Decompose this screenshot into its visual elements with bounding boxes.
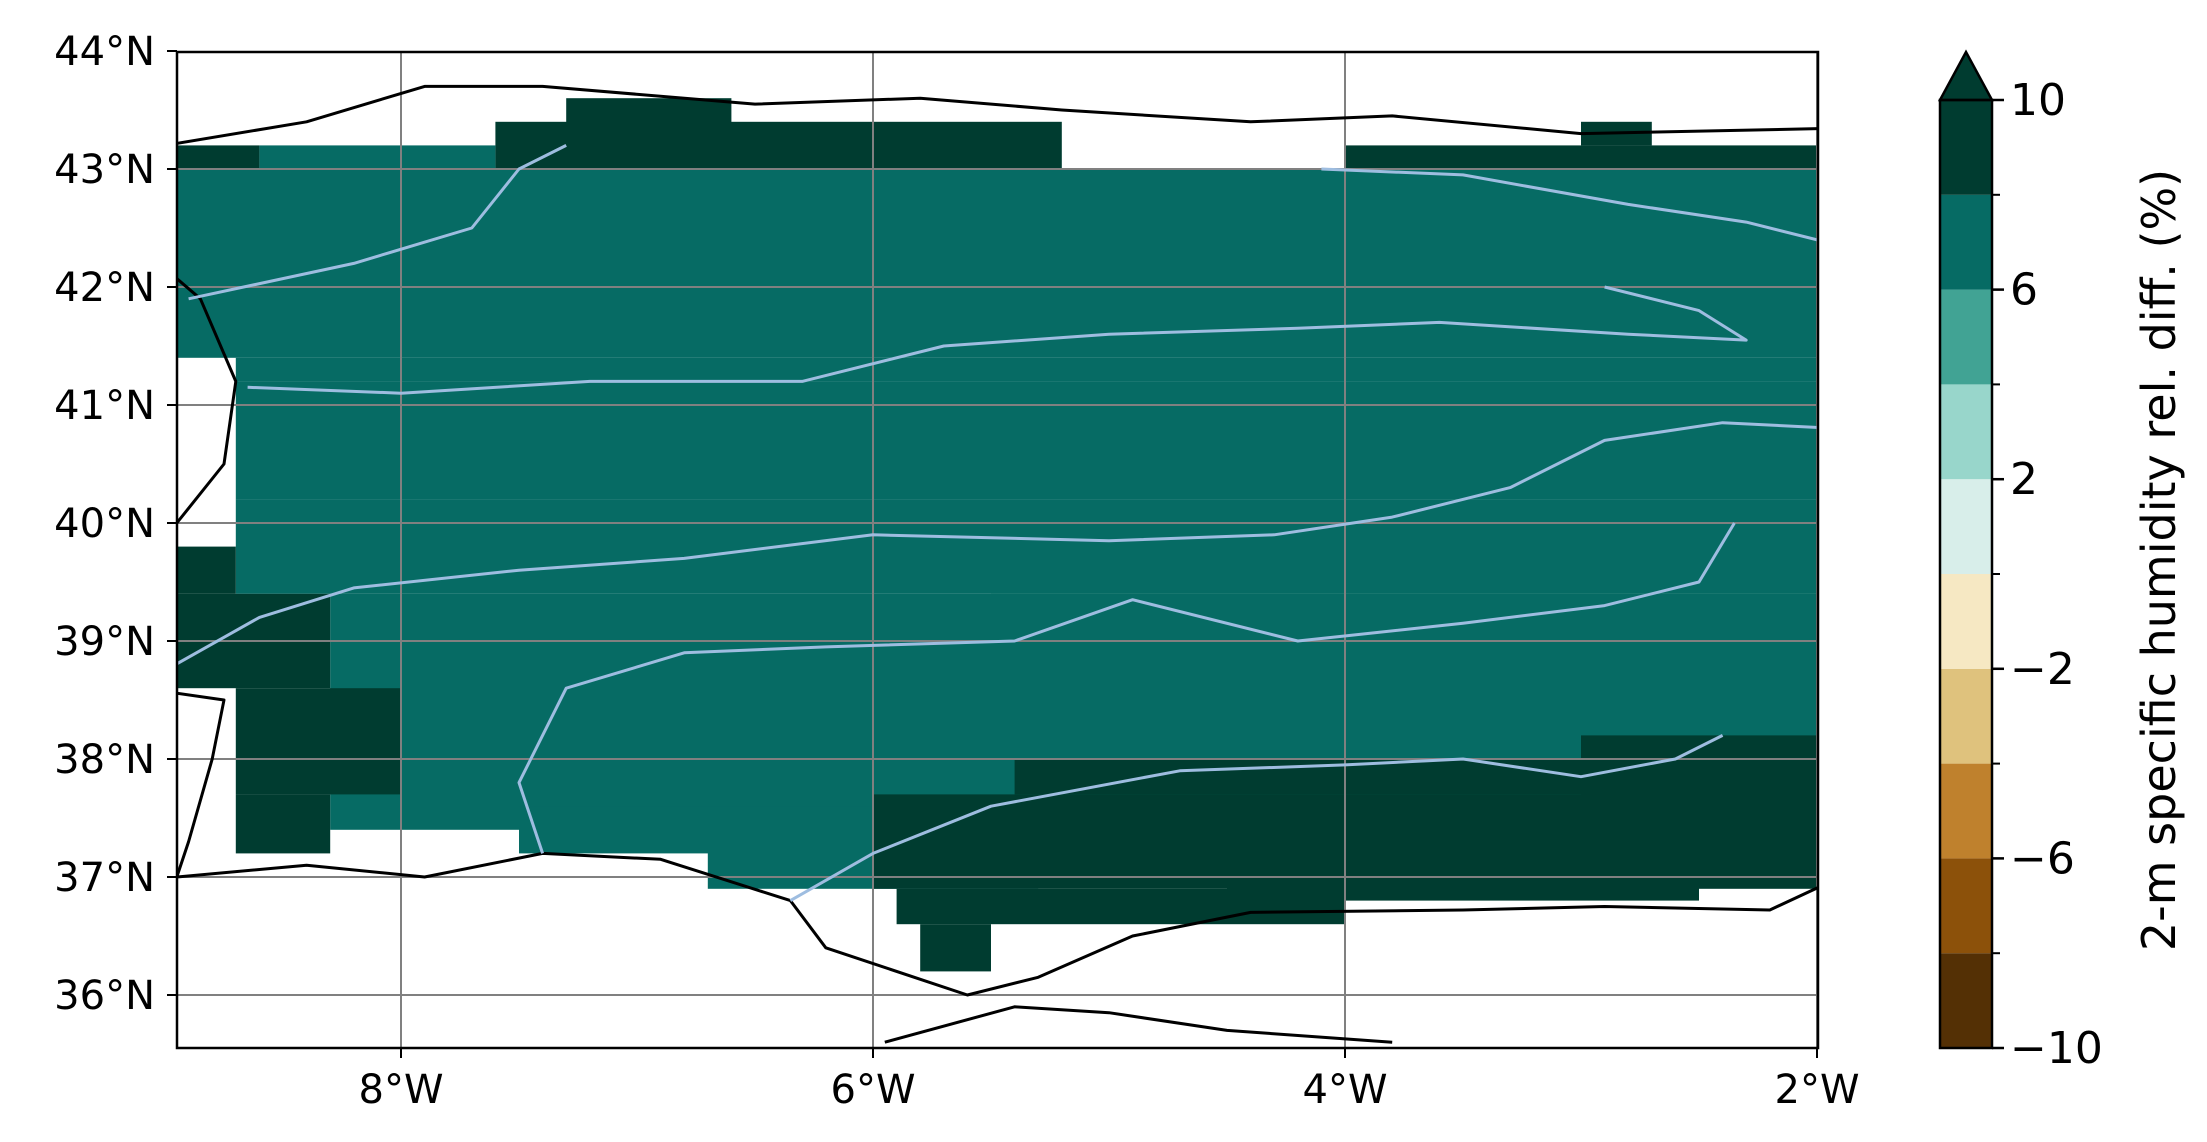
latitude-tick-label: 38°N	[54, 737, 155, 783]
iberia-coastline	[177, 84, 1818, 145]
colorbar-swatch	[1940, 384, 1992, 480]
field-cell	[235, 499, 1818, 594]
river-layer	[177, 144, 1818, 902]
colorbar-tick-label: 2	[2010, 454, 2038, 505]
latitude-tick-label: 41°N	[54, 383, 155, 429]
field-cell	[177, 145, 260, 169]
field-cell	[495, 121, 1062, 169]
colorbar-tick-label: −6	[2010, 833, 2075, 884]
latitude-tick-label: 43°N	[54, 147, 155, 193]
latitude-tick-label: 39°N	[54, 619, 155, 665]
map-panel: 8°W6°W4°W2°W0°2°E4°E 36°N37°N38°N39°N40°…	[54, 27, 2207, 1113]
humidity-field-layer	[177, 98, 2207, 972]
guadalquivir-river	[789, 734, 1724, 902]
field-cell	[259, 145, 496, 169]
field-cell	[1345, 145, 1817, 169]
colorbar-swatches	[1937, 49, 1995, 1050]
graticule	[177, 52, 1818, 1048]
latitude-tick-label: 42°N	[54, 265, 155, 311]
field-cell	[177, 169, 1818, 358]
field-cell	[235, 688, 401, 795]
colorbar-tick-label: 10	[2010, 75, 2066, 126]
field-cell	[920, 924, 991, 972]
colorbar: −10 −6 −2 2 6 10 2-m specific humidity rel. d…	[1937, 49, 2186, 1074]
field-cell	[1817, 593, 1818, 830]
colorbar-swatch	[1940, 289, 1992, 385]
latitude-tick-labels: 36°N 37°N 38°N 39°N 40°N 41°N 42°N 43°N 44°N	[54, 29, 177, 1019]
guadiana-river	[517, 522, 1736, 854]
latitude-tick-label: 40°N	[54, 501, 155, 547]
longitude-tick-label: 4°W	[1303, 1067, 1388, 1113]
latitude-tick-label: 44°N	[54, 29, 155, 75]
longitude-tick-label: 2°W	[1775, 1067, 1860, 1113]
field-cell	[235, 794, 331, 854]
colorbar-swatch	[1940, 858, 1992, 954]
latitude-tick-label: 37°N	[54, 855, 155, 901]
colorbar-swatch	[1940, 479, 1992, 574]
minho-river	[188, 144, 567, 301]
field-cell	[2195, 665, 2207, 689]
longitude-tick-label: 8°W	[359, 1067, 444, 1113]
field-cell	[1227, 877, 1699, 901]
latitude-tick-label: 36°N	[54, 973, 155, 1019]
tajo-river	[177, 421, 1818, 666]
field-cell	[2195, 381, 2207, 499]
duero-river	[247, 285, 1748, 395]
map-frame	[175, 50, 1820, 1050]
colorbar-swatch	[1940, 194, 1992, 290]
colorbar-swatch	[1940, 100, 1992, 195]
colorbar-swatch	[1940, 953, 1992, 1048]
colorbar-tick-labels: −10 −6 −2 2 6 10	[1992, 75, 2103, 1074]
field-cell	[235, 381, 1817, 500]
iberia-coastline	[177, 276, 1818, 997]
field-cell	[1817, 145, 1818, 169]
colorbar-swatch	[1940, 763, 1992, 859]
ebro-river	[1321, 167, 1818, 242]
colorbar-tick-label: 6	[2010, 265, 2038, 316]
france-coastline	[1994, 27, 2029, 51]
field-cell	[235, 357, 1818, 382]
coastline-layer	[177, 27, 2029, 1044]
field-cell	[1014, 759, 1581, 795]
longitude-tick-label: 6°W	[831, 1067, 916, 1113]
longitude-tick-labels: 8°W6°W4°W2°W0°2°E4°E	[359, 1048, 1860, 1113]
colorbar-label: 2-m specific humidity rel. diff. (%)	[2132, 169, 2186, 951]
colorbar-tick-label: −10	[2010, 1023, 2103, 1074]
field-cell	[991, 593, 1818, 736]
colorbar-swatch	[1940, 668, 1992, 764]
colorbar-tick-label: −2	[2010, 644, 2075, 695]
north-africa-coastline	[884, 1005, 1393, 1044]
field-cell	[177, 546, 236, 594]
colorbar-swatch	[1940, 574, 1992, 669]
colorbar-extend-arrow	[1937, 49, 1995, 102]
